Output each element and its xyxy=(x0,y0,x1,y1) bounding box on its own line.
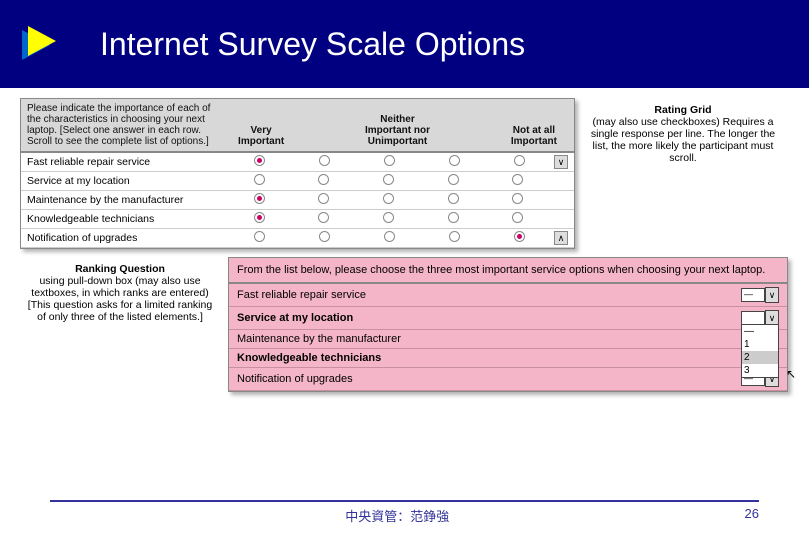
rating-row: Fast reliable repair service ∨ xyxy=(21,153,574,172)
radio-option[interactable] xyxy=(384,155,395,166)
radio-option[interactable] xyxy=(512,212,523,223)
radio-option[interactable] xyxy=(384,231,395,242)
radio-option[interactable] xyxy=(254,231,265,242)
ranking-row-label: Service at my location xyxy=(237,312,741,324)
radio-option[interactable] xyxy=(448,174,459,185)
rating-grid-panel: Please indicate the importance of each o… xyxy=(20,98,575,249)
radio-option[interactable] xyxy=(254,212,265,223)
slide-footer: 中央資管：范錚強 26 xyxy=(0,500,809,525)
column-header: Not at all Important xyxy=(500,125,568,147)
bullet-triangle-icon xyxy=(20,24,70,64)
ranking-row-label: Fast reliable repair service xyxy=(237,289,741,301)
rating-row: Notification of upgrades ∧ xyxy=(21,229,574,248)
rating-row-label: Knowledgeable technicians xyxy=(27,213,227,225)
radio-option[interactable] xyxy=(512,193,523,204)
radio-option[interactable] xyxy=(383,193,394,204)
radio-option[interactable] xyxy=(319,231,330,242)
desc-title: Rating Grid xyxy=(589,104,777,116)
dropdown-value[interactable] xyxy=(741,311,765,325)
radio-option[interactable] xyxy=(449,155,460,166)
ranking-row: Knowledgeable technicians xyxy=(229,349,787,368)
slide-header: Internet Survey Scale Options xyxy=(0,0,809,88)
radio-option[interactable] xyxy=(318,174,329,185)
dropdown-option[interactable]: 1 xyxy=(742,338,778,351)
ranking-panel: From the list below, please choose the t… xyxy=(228,257,788,392)
desc-text: using pull-down box (may also use textbo… xyxy=(26,275,214,323)
radio-option[interactable] xyxy=(448,193,459,204)
dropdown-list: —123↖ xyxy=(741,324,779,378)
radio-option[interactable] xyxy=(514,231,525,242)
ranking-row: Notification of upgrades—∨ xyxy=(229,368,787,391)
scroll-up-button[interactable]: ∧ xyxy=(554,231,568,245)
scroll-down-button[interactable]: ∨ xyxy=(554,155,568,169)
rank-dropdown[interactable]: ∨—123↖ xyxy=(741,310,779,326)
ranking-row-label: Notification of upgrades xyxy=(237,373,741,385)
radio-option[interactable] xyxy=(383,212,394,223)
rating-row-label: Fast reliable repair service xyxy=(27,156,227,168)
radio-option[interactable] xyxy=(514,155,525,166)
radio-option[interactable] xyxy=(319,155,330,166)
column-header: Neither Important nor Unimportant xyxy=(363,114,431,147)
ranking-description: Ranking Question using pull-down box (ma… xyxy=(20,257,220,392)
footer-author: 中央資管：范錚強 xyxy=(345,506,449,525)
ranking-instruction: From the list below, please choose the t… xyxy=(229,258,787,284)
rating-row: Service at my location xyxy=(21,172,574,191)
radio-option[interactable] xyxy=(448,212,459,223)
radio-option[interactable] xyxy=(512,174,523,185)
cursor-icon: ↖ xyxy=(786,367,796,381)
rating-row: Knowledgeable technicians xyxy=(21,210,574,229)
radio-option[interactable] xyxy=(383,174,394,185)
ranking-row: Service at my location∨—123↖ xyxy=(229,307,787,330)
radio-option[interactable] xyxy=(254,155,265,166)
ranking-row: Fast reliable repair service—∨ xyxy=(229,284,787,307)
ranking-row-label: Knowledgeable technicians xyxy=(237,352,779,364)
ranking-row: Maintenance by the manufacturer xyxy=(229,330,787,349)
dropdown-option[interactable]: 3 xyxy=(742,364,778,377)
dropdown-option[interactable]: — xyxy=(742,325,778,338)
dropdown-value[interactable]: — xyxy=(741,288,765,302)
rating-row: Maintenance by the manufacturer xyxy=(21,191,574,210)
radio-option[interactable] xyxy=(449,231,460,242)
rating-row-label: Service at my location xyxy=(27,175,227,187)
rank-dropdown[interactable]: —∨ xyxy=(741,287,779,303)
desc-text: (may also use checkboxes) Requires a sin… xyxy=(589,116,777,164)
page-number: 26 xyxy=(745,506,759,525)
rating-row-label: Notification of upgrades xyxy=(27,232,227,244)
column-header: Very Important xyxy=(227,125,295,147)
rating-row-label: Maintenance by the manufacturer xyxy=(27,194,227,206)
rating-grid-description: Rating Grid (may also use checkboxes) Re… xyxy=(583,98,783,249)
radio-option[interactable] xyxy=(318,193,329,204)
dropdown-option[interactable]: 2 xyxy=(742,351,778,364)
slide-title: Internet Survey Scale Options xyxy=(100,26,525,63)
radio-option[interactable] xyxy=(254,174,265,185)
chevron-down-icon[interactable]: ∨ xyxy=(765,287,779,303)
radio-option[interactable] xyxy=(318,212,329,223)
ranking-row-label: Maintenance by the manufacturer xyxy=(237,333,779,345)
radio-option[interactable] xyxy=(254,193,265,204)
desc-title: Ranking Question xyxy=(26,263,214,275)
rating-grid-instruction: Please indicate the importance of each o… xyxy=(27,103,227,147)
